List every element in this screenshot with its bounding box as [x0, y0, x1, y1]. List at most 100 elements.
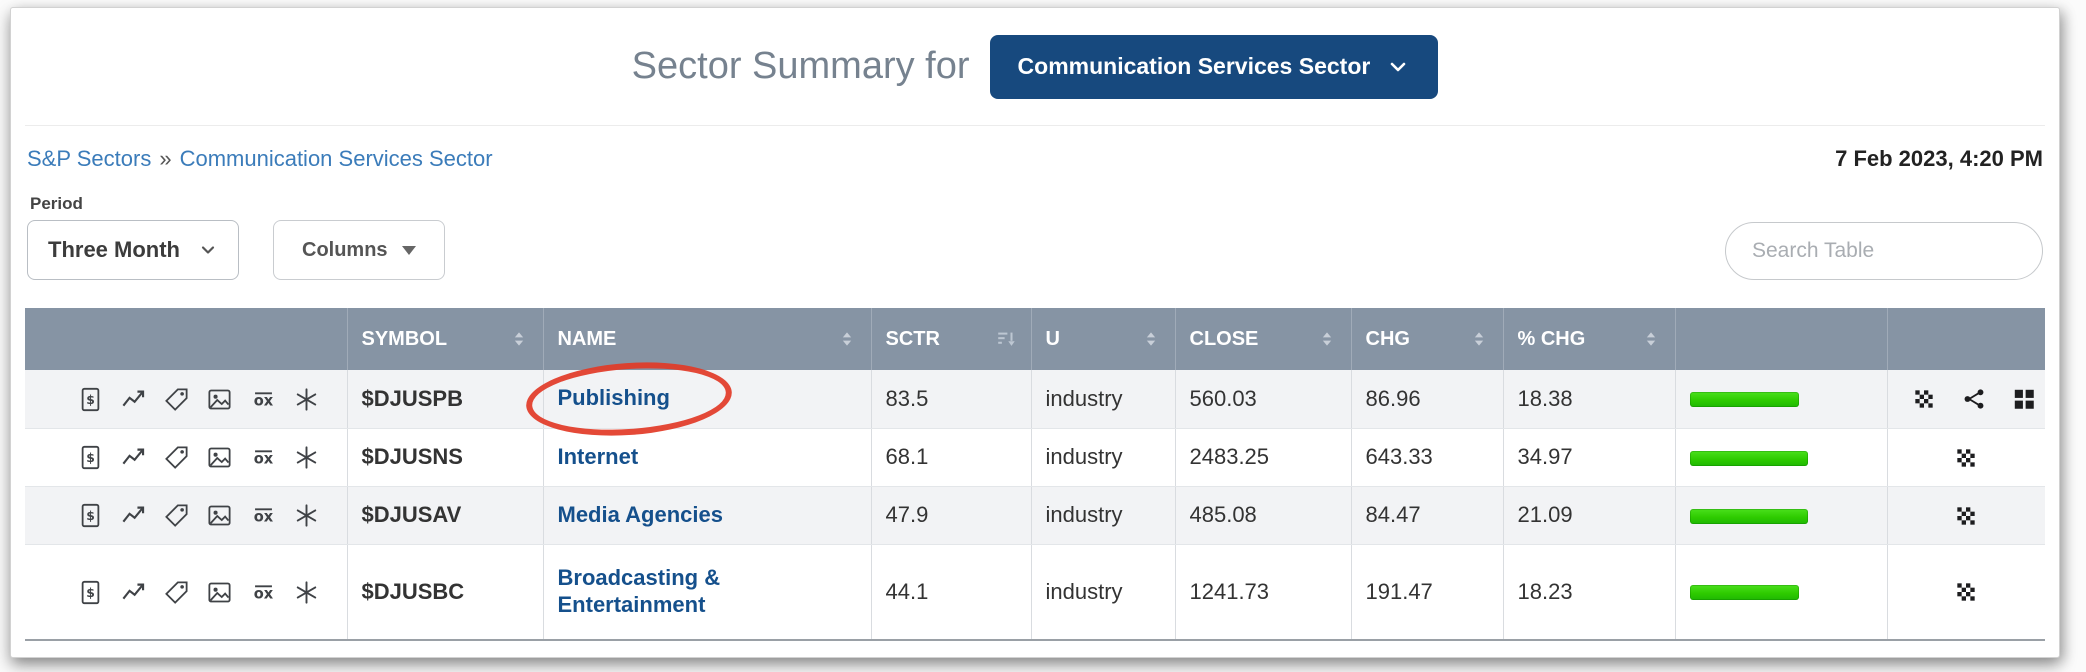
summary-icon[interactable] — [77, 386, 104, 413]
period-label: Period — [30, 194, 83, 213]
period-select-value: Three Month — [48, 237, 180, 262]
checkerboard-icon[interactable] — [1953, 579, 1979, 605]
universe-cell: industry — [1030, 544, 1175, 641]
sort-icon — [1141, 329, 1161, 349]
seasonality-icon[interactable] — [293, 444, 320, 471]
sharpchart-icon[interactable] — [120, 502, 147, 529]
sector-dropdown-button[interactable]: Communication Services Sector — [989, 34, 1439, 99]
acp-tag-icon[interactable] — [163, 444, 190, 471]
pct-chg-cell: 18.38 — [1502, 370, 1675, 429]
breadcrumb-separator: » — [159, 146, 172, 171]
name-link[interactable]: Media Agencies — [557, 501, 723, 527]
page: Sector Summary for Communication Service… — [10, 7, 2060, 658]
table-row: $DJUSBC Broadcasting & Entertainment 44.… — [25, 544, 2045, 641]
table-header-row: SYMBOL NAME SCTR U CLOSE CHG % C — [25, 308, 2045, 370]
sctr-bar — [1689, 585, 1800, 601]
chevron-down-icon — [198, 240, 218, 260]
sctr-bar — [1689, 450, 1809, 466]
sort-icon — [837, 329, 857, 349]
checkerboard-icon[interactable] — [1911, 386, 1937, 412]
column-header-sctr[interactable]: SCTR — [870, 308, 1031, 370]
chg-cell: 191.47 — [1350, 544, 1503, 641]
pnf-icon[interactable] — [250, 502, 277, 529]
sctr-cell: 44.1 — [870, 544, 1031, 641]
checkerboard-icon[interactable] — [1953, 503, 1979, 529]
column-header-close[interactable]: CLOSE — [1174, 308, 1351, 370]
galleryview-icon[interactable] — [206, 444, 233, 471]
sctr-bar — [1689, 392, 1800, 408]
period-select[interactable]: Three Month — [27, 220, 239, 280]
sctr-bar — [1689, 508, 1809, 524]
sector-table: SYMBOL NAME SCTR U CLOSE CHG % C — [25, 308, 2045, 641]
column-header-chg[interactable]: CHG — [1350, 308, 1503, 370]
acp-tag-icon[interactable] — [163, 386, 190, 413]
name-link[interactable]: Publishing — [557, 385, 670, 411]
page-header: Sector Summary for Communication Service… — [25, 8, 2045, 126]
pnf-icon[interactable] — [250, 579, 277, 606]
sharpchart-icon[interactable] — [120, 579, 147, 606]
column-header-symbol[interactable]: SYMBOL — [346, 308, 543, 370]
table-row: $DJUSNS Internet 68.1 industry 2483.25 6… — [25, 428, 2045, 487]
sort-icon — [1317, 329, 1337, 349]
name-link[interactable]: Internet — [557, 443, 639, 469]
pnf-icon[interactable] — [250, 444, 277, 471]
sort-desc-icon — [995, 328, 1017, 350]
universe-cell: industry — [1030, 370, 1175, 429]
sctr-cell: 47.9 — [870, 486, 1031, 545]
breadcrumb-link-current-sector[interactable]: Communication Services Sector — [179, 146, 493, 171]
table-row: $DJUSPB Publishing 83.5 industry 560.03 … — [25, 355, 2045, 442]
sort-icon — [1641, 329, 1661, 349]
acp-tag-icon[interactable] — [163, 579, 190, 606]
table-row: $DJUSAV Media Agencies 47.9 industry 485… — [25, 486, 2045, 545]
summary-icon[interactable] — [77, 579, 104, 606]
universe-cell: industry — [1030, 428, 1175, 487]
seasonality-icon[interactable] — [293, 386, 320, 413]
checkerboard-icon[interactable] — [1953, 445, 1979, 471]
summary-icon[interactable] — [77, 444, 104, 471]
grid-icon[interactable] — [2011, 386, 2037, 412]
symbol-cell: $DJUSNS — [346, 428, 543, 487]
actions-column-header — [1886, 308, 2045, 370]
symbol-cell: $DJUSPB — [346, 370, 543, 429]
sort-icon — [509, 329, 529, 349]
galleryview-icon[interactable] — [206, 502, 233, 529]
breadcrumb-row: S&P Sectors » Communication Services Secto… — [25, 146, 2045, 172]
sort-icon — [1469, 329, 1489, 349]
acp-tag-icon[interactable] — [163, 502, 190, 529]
tools-column-header — [25, 308, 347, 370]
caret-down-icon — [401, 245, 416, 255]
bar-column-header — [1674, 308, 1887, 370]
table-controls: Period Three Month Columns — [25, 194, 2045, 280]
close-cell: 485.08 — [1174, 486, 1351, 545]
seasonality-icon[interactable] — [293, 579, 320, 606]
chg-cell: 86.96 — [1350, 370, 1503, 429]
breadcrumb-link-sp-sectors[interactable]: S&P Sectors — [27, 146, 152, 171]
galleryview-icon[interactable] — [206, 579, 233, 606]
share-icon[interactable] — [1961, 386, 1987, 412]
name-link[interactable]: Broadcasting & Entertainment — [557, 564, 721, 617]
sctr-cell: 68.1 — [870, 428, 1031, 487]
pct-chg-cell: 18.23 — [1502, 544, 1675, 641]
page-title: Sector Summary for — [631, 45, 970, 87]
column-header-u[interactable]: U — [1030, 308, 1175, 370]
symbol-cell: $DJUSAV — [346, 486, 543, 545]
column-header-name[interactable]: NAME — [542, 308, 871, 370]
breadcrumb: S&P Sectors » Communication Services Secto… — [27, 146, 493, 172]
sharpchart-icon[interactable] — [120, 444, 147, 471]
pct-chg-cell: 21.09 — [1502, 486, 1675, 545]
chg-cell: 643.33 — [1350, 428, 1503, 487]
close-cell: 560.03 — [1174, 370, 1351, 429]
pct-chg-cell: 34.97 — [1502, 428, 1675, 487]
summary-icon[interactable] — [77, 502, 104, 529]
sctr-cell: 83.5 — [870, 370, 1031, 429]
chevron-down-icon — [1386, 55, 1410, 79]
galleryview-icon[interactable] — [206, 386, 233, 413]
column-header-pct-chg[interactable]: % CHG — [1502, 308, 1675, 370]
seasonality-icon[interactable] — [293, 502, 320, 529]
columns-button[interactable]: Columns — [273, 220, 445, 280]
pnf-icon[interactable] — [250, 386, 277, 413]
chg-cell: 84.47 — [1350, 486, 1503, 545]
timestamp: 7 Feb 2023, 4:20 PM — [1835, 146, 2043, 171]
sharpchart-icon[interactable] — [120, 386, 147, 413]
search-input[interactable] — [1725, 222, 2043, 280]
